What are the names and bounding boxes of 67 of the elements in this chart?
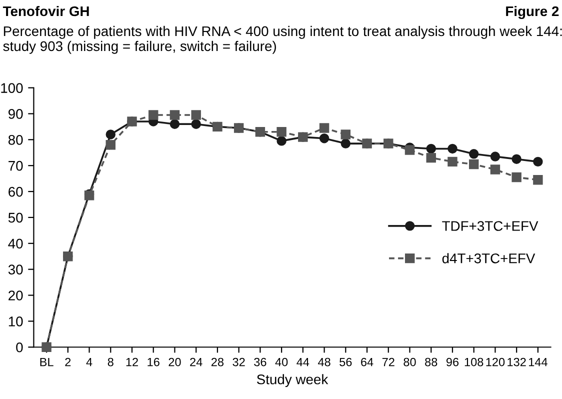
x-axis-title: Study week (256, 374, 328, 388)
point (490, 152, 500, 162)
point (533, 156, 543, 167)
point (490, 164, 500, 174)
x-tick-label: 2 (65, 358, 71, 366)
x-tick-label: 4 (86, 358, 92, 366)
point (191, 119, 201, 129)
point (106, 140, 116, 150)
x-tick-label: 8 (108, 358, 114, 366)
x-tick-label: 12 (126, 358, 138, 366)
point (319, 123, 330, 133)
x-tick-label: 72 (382, 358, 394, 366)
point (468, 149, 479, 159)
x-tick-label: 24 (190, 358, 202, 366)
x-tick-label: 48 (318, 358, 330, 366)
x-tick-label: 120 (486, 358, 505, 366)
legend-label: TDF+3TC+EFV (442, 221, 538, 231)
point (426, 144, 436, 154)
point (512, 154, 522, 164)
x-tick-label: 20 (168, 358, 181, 366)
point (170, 119, 180, 129)
y-tick-label: 50 (8, 212, 23, 223)
point (148, 110, 158, 120)
point (276, 127, 286, 137)
x-tick-label: 132 (508, 358, 526, 366)
x-tick-label: 64 (361, 358, 374, 366)
point (340, 138, 351, 148)
point (340, 130, 351, 140)
x-tick-label: 144 (528, 358, 548, 366)
y-tick-label: 90 (8, 109, 23, 119)
point (191, 110, 201, 120)
x-tick-label: 40 (275, 358, 288, 366)
x-tick-label: 28 (211, 358, 224, 366)
x-tick-label: 16 (148, 358, 160, 366)
x-tick-label: 88 (425, 358, 438, 366)
chart-subtitle: Percentage of patients with HIV RNA < 400 using intent to treat analysis through week 144: study 903 (missing = failure, switch = failure) (3, 26, 562, 54)
point (170, 110, 180, 120)
x-tick-label: 36 (254, 358, 266, 366)
y-tick-label: 80 (8, 134, 23, 145)
point (106, 130, 116, 140)
point (426, 152, 436, 163)
point (448, 156, 458, 167)
point (276, 136, 286, 146)
caption: Figure 2 (506, 6, 559, 19)
y-tick-label: 40 (8, 238, 23, 249)
y-tick-label: 10 (8, 316, 23, 326)
x-tick-label: 56 (340, 358, 352, 366)
point (448, 144, 458, 154)
x-tick-label: 80 (404, 358, 416, 366)
chart-title: Tenofovir GH (2, 6, 89, 16)
y-tick-label: 60 (8, 186, 23, 197)
x-tick-label: 108 (464, 358, 484, 366)
y-tick-label: 70 (8, 160, 23, 171)
y-tick-label: 100 (1, 83, 23, 93)
legend-label: d4T+3TC+EFV (442, 253, 536, 264)
x-tick-label: 96 (446, 358, 459, 366)
x-tick-label: 44 (296, 358, 310, 366)
x-tick-label: 32 (232, 358, 245, 366)
point (512, 172, 522, 182)
y-tick-label: 20 (8, 290, 23, 300)
y-tick-label: 0 (16, 342, 23, 352)
y-tick-label: 30 (8, 264, 23, 274)
point (533, 174, 543, 185)
point (319, 133, 330, 144)
point (468, 159, 479, 170)
x-tick-label: BL (40, 358, 54, 366)
point (404, 145, 415, 155)
